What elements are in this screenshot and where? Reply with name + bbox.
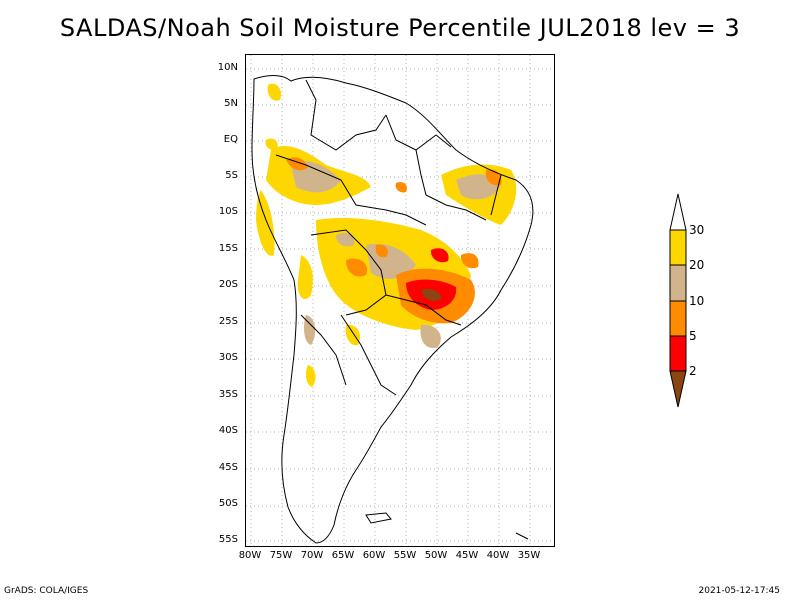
lon-label: 45W — [455, 550, 479, 561]
colorbar-segment — [669, 229, 687, 266]
lat-label: 10S — [218, 206, 238, 217]
coastlines — [251, 75, 534, 544]
lon-label: 75W — [269, 550, 293, 561]
lon-label: 65W — [331, 550, 355, 561]
lat-label: 25S — [218, 316, 238, 327]
colorbar-label: 5 — [689, 329, 697, 343]
map-title: SALDAS/Noah Soil Moisture Percentile JUL… — [59, 14, 741, 42]
lat-label: 55S — [218, 534, 238, 545]
south-america-map — [246, 55, 554, 546]
lon-label: 60W — [362, 550, 386, 561]
lon-label: 35W — [517, 550, 541, 561]
lat-label: 50S — [218, 498, 238, 509]
map-panel — [245, 54, 555, 547]
lat-label: 15S — [218, 243, 238, 254]
footer-credit: GrADS: COLA/IGES — [4, 586, 89, 596]
colorbar-label: 20 — [689, 258, 705, 272]
colorbar-label: 30 — [689, 223, 705, 237]
lon-label: 40W — [486, 550, 510, 561]
colorbar — [669, 193, 687, 408]
lon-label: 55W — [393, 550, 417, 561]
lat-label: 20S — [218, 279, 238, 290]
colorbar-label: 2 — [689, 364, 697, 378]
colorbar-segment — [669, 335, 687, 372]
colorbar-bottom-arrow — [669, 370, 687, 408]
lon-label: 50W — [424, 550, 448, 561]
lat-label: EQ — [223, 134, 238, 145]
lon-label: 70W — [300, 550, 324, 561]
lat-label: 35S — [218, 389, 238, 400]
lat-label: 45S — [218, 462, 238, 473]
lat-label: 5N — [224, 98, 238, 109]
lat-label: 10N — [217, 62, 238, 73]
colorbar-top-arrow — [669, 193, 687, 231]
lat-label: 30S — [218, 352, 238, 363]
footer-timestamp: 2021-05-12-17:45 — [698, 586, 781, 596]
colorbar-segment — [669, 300, 687, 337]
lat-label: 40S — [218, 425, 238, 436]
colorbar-segment — [669, 264, 687, 302]
colorbar-label: 10 — [689, 294, 705, 308]
lat-label: 5S — [225, 170, 238, 181]
lon-label: 80W — [238, 550, 262, 561]
